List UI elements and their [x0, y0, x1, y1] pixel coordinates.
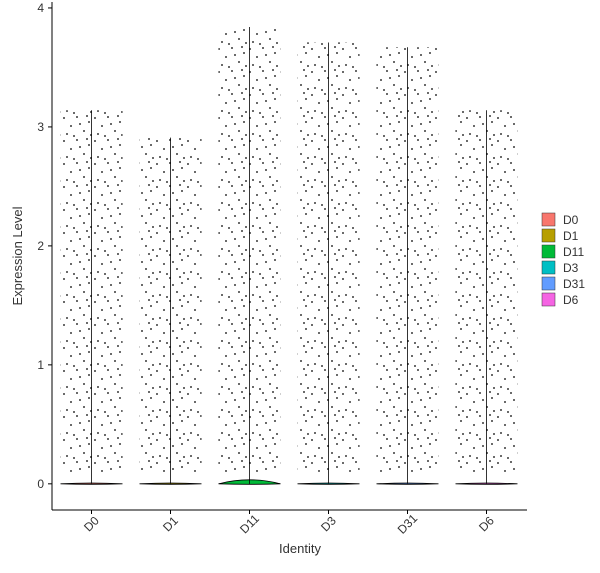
- x-tick-label: D6: [476, 513, 497, 534]
- x-tick-label: D0: [81, 513, 102, 534]
- x-tick-label: D11: [237, 511, 262, 536]
- y-tick-label: 4: [37, 1, 44, 15]
- y-axis-title: Expression Level: [10, 206, 25, 305]
- jitter-points: [60, 110, 123, 472]
- legend-label: D6: [563, 293, 579, 307]
- legend-key: [541, 212, 556, 227]
- jitter-points: [455, 110, 518, 472]
- jitter-points: [376, 47, 439, 472]
- legend-key: [541, 276, 556, 291]
- legend-key: [541, 292, 556, 307]
- jitter-points: [218, 26, 281, 472]
- y-tick-label: 1: [37, 358, 44, 372]
- legend-key: [541, 244, 556, 259]
- jitter-points: [139, 137, 202, 472]
- legend-label: D31: [563, 277, 585, 291]
- legend-label: D3: [563, 261, 579, 275]
- y-tick-label: 2: [37, 239, 44, 253]
- jitter-points: [297, 42, 360, 472]
- x-axis-title: Identity: [279, 541, 321, 556]
- y-tick-label: 3: [37, 120, 44, 134]
- legend-label: D1: [563, 229, 579, 243]
- legend-key: [541, 260, 556, 275]
- legend-label: D0: [563, 213, 579, 227]
- legend-key: [541, 228, 556, 243]
- y-tick-label: 0: [37, 477, 44, 491]
- x-tick-label: D1: [160, 513, 181, 534]
- x-tick-label: D3: [318, 513, 339, 534]
- legend-label: D11: [563, 245, 584, 259]
- x-tick-label: D31: [395, 511, 421, 537]
